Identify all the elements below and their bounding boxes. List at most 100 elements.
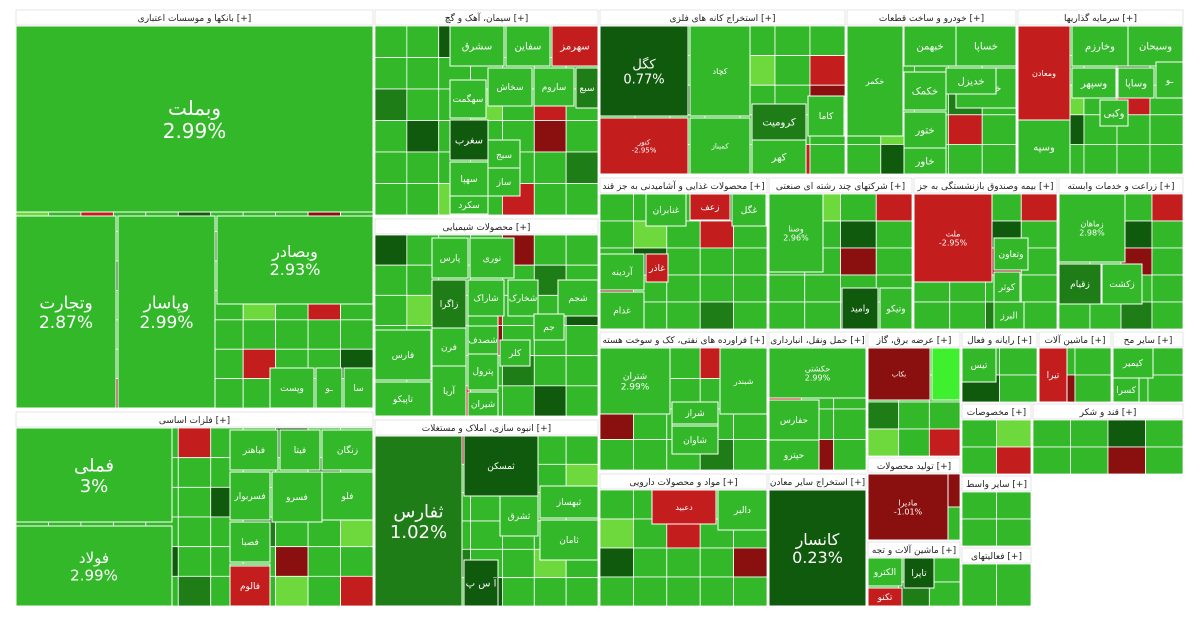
treemap-tile[interactable]: آردینه — [599, 253, 645, 291]
treemap-cell[interactable] — [565, 355, 599, 387]
tile-rect[interactable] — [903, 557, 935, 589]
treemap-cell[interactable] — [1120, 193, 1153, 222]
treemap-cell[interactable] — [1107, 419, 1146, 448]
treemap-cell[interactable] — [565, 385, 599, 417]
treemap-cell[interactable] — [948, 114, 983, 145]
tile-rect[interactable] — [689, 25, 751, 117]
sector-header[interactable] — [15, 411, 374, 428]
tile-rect[interactable] — [867, 347, 931, 401]
treemap-tile[interactable]: ثبهساز — [539, 485, 599, 519]
tile-rect[interactable] — [1112, 347, 1154, 379]
tile-rect[interactable] — [1058, 193, 1126, 263]
treemap-tile[interactable]: وتیکو — [879, 287, 913, 330]
tile-rect[interactable] — [731, 193, 767, 227]
tile-rect[interactable] — [343, 367, 374, 409]
treemap-cell[interactable] — [1020, 301, 1058, 330]
treemap-tile[interactable]: ثمسکن — [463, 435, 539, 497]
sector-header[interactable] — [374, 218, 599, 235]
treemap-cell[interactable] — [565, 183, 599, 216]
sector-header[interactable] — [599, 177, 768, 194]
tile-rect[interactable] — [15, 427, 173, 523]
tile-rect[interactable] — [431, 237, 469, 279]
treemap-cell[interactable] — [599, 439, 634, 471]
tile-rect[interactable] — [867, 557, 903, 587]
tile-rect[interactable] — [903, 25, 957, 67]
treemap-cell[interactable] — [867, 401, 900, 430]
treemap-tile[interactable]: فارس — [374, 329, 432, 381]
treemap-tile[interactable]: کاما — [807, 95, 845, 137]
tile-rect[interactable] — [671, 401, 719, 425]
tile-rect[interactable] — [1071, 25, 1129, 67]
tile-rect[interactable] — [551, 25, 599, 67]
treemap-tile[interactable]: فلو — [321, 471, 374, 521]
treemap-cell[interactable] — [996, 419, 1032, 448]
treemap-tile[interactable]: سغرب — [449, 119, 489, 161]
treemap-tile[interactable]: خبهمن — [903, 25, 957, 67]
treemap-cell[interactable] — [177, 516, 212, 548]
treemap-tile[interactable]: تیس — [961, 347, 997, 383]
tile-rect[interactable] — [993, 301, 1025, 330]
tile-rect[interactable] — [467, 351, 499, 391]
treemap-cell[interactable] — [768, 301, 806, 330]
tile-rect[interactable] — [651, 489, 717, 525]
treemap-cell[interactable] — [533, 577, 567, 607]
treemap-cell[interactable] — [961, 419, 997, 448]
treemap-cell[interactable] — [340, 516, 374, 548]
tile-rect[interactable] — [1038, 347, 1068, 403]
tile-rect[interactable] — [1155, 61, 1184, 99]
tile-rect[interactable] — [961, 347, 997, 383]
treemap-cell[interactable] — [633, 547, 668, 578]
tile-rect[interactable] — [539, 485, 599, 519]
tile-rect[interactable] — [645, 253, 669, 283]
sector-header[interactable] — [599, 9, 846, 26]
treemap-tile[interactable]: حپترو — [768, 439, 820, 471]
tile-rect[interactable] — [15, 525, 173, 607]
treemap-cell[interactable] — [804, 274, 841, 303]
treemap-tile[interactable]: نوری — [469, 237, 515, 279]
treemap-cell[interactable] — [374, 57, 408, 90]
tile-rect[interactable] — [599, 291, 645, 330]
treemap-tile[interactable]: آ س پ — [463, 559, 499, 607]
treemap-cell[interactable] — [599, 547, 634, 578]
sector-header[interactable] — [768, 331, 867, 348]
tile-rect[interactable] — [1101, 263, 1143, 305]
treemap-cell[interactable] — [374, 151, 408, 184]
tile-rect[interactable] — [1058, 263, 1102, 305]
tile-rect[interactable] — [431, 327, 467, 367]
sector-header[interactable] — [1112, 331, 1184, 348]
treemap-tile[interactable]: سبج — [487, 139, 521, 171]
treemap-tile[interactable]: سکرد — [449, 195, 489, 215]
tile-rect[interactable] — [879, 287, 913, 330]
treemap-cell[interactable] — [913, 301, 951, 330]
treemap-cell[interactable] — [533, 234, 567, 266]
treemap-cell[interactable] — [374, 120, 408, 153]
treemap-cell[interactable] — [931, 347, 961, 401]
treemap-tile[interactable]: سبع — [575, 67, 599, 109]
treemap-cell[interactable] — [699, 301, 735, 330]
treemap-tile[interactable]: تیرا — [1038, 347, 1068, 403]
treemap-cell[interactable] — [833, 439, 867, 471]
treemap-tile[interactable]: کهر — [751, 139, 807, 175]
treemap-cell[interactable] — [833, 408, 867, 440]
tile-rect[interactable] — [841, 287, 879, 330]
treemap-tile[interactable]: سا — [343, 367, 374, 409]
treemap-cell[interactable] — [1070, 419, 1109, 448]
treemap-cell[interactable] — [840, 193, 877, 222]
treemap-cell[interactable] — [210, 319, 244, 350]
tile-rect[interactable] — [449, 161, 489, 197]
treemap-tile[interactable]: فصبا — [229, 521, 271, 563]
tile-rect[interactable] — [374, 329, 432, 381]
tile-rect[interactable] — [719, 347, 768, 415]
treemap-cell[interactable] — [1145, 446, 1184, 475]
tile-rect[interactable] — [768, 439, 820, 471]
treemap-cell[interactable] — [981, 143, 1017, 175]
tile-rect[interactable] — [575, 67, 599, 109]
tile-rect[interactable] — [533, 313, 565, 341]
treemap-cell[interactable] — [996, 563, 1032, 607]
treemap-tile[interactable]: فیتا — [279, 429, 321, 471]
tile-rect[interactable] — [539, 519, 599, 561]
